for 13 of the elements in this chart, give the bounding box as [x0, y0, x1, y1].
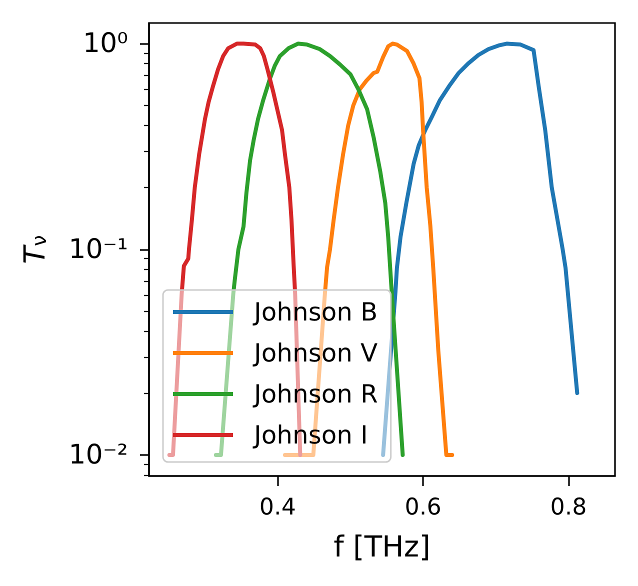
legend-label: Johnson I — [252, 420, 368, 450]
x-tick-label: 0.6 — [404, 494, 442, 520]
y-tick-label: 10⁰ — [82, 28, 128, 60]
legend-label: Johnson R — [252, 380, 378, 408]
x-tick-label: 0.4 — [259, 494, 296, 520]
y-tick-label: 10⁻¹ — [68, 234, 128, 265]
y-tick-label: 10⁻² — [68, 439, 128, 470]
legend-label: Johnson B — [252, 298, 378, 326]
x-axis-title: f [THz] — [334, 530, 430, 564]
line-series — [381, 42, 580, 457]
x-tick-label: 0.8 — [550, 494, 587, 520]
legend-label: Johnson V — [252, 338, 378, 368]
y-axis-title: Tν — [18, 235, 52, 264]
